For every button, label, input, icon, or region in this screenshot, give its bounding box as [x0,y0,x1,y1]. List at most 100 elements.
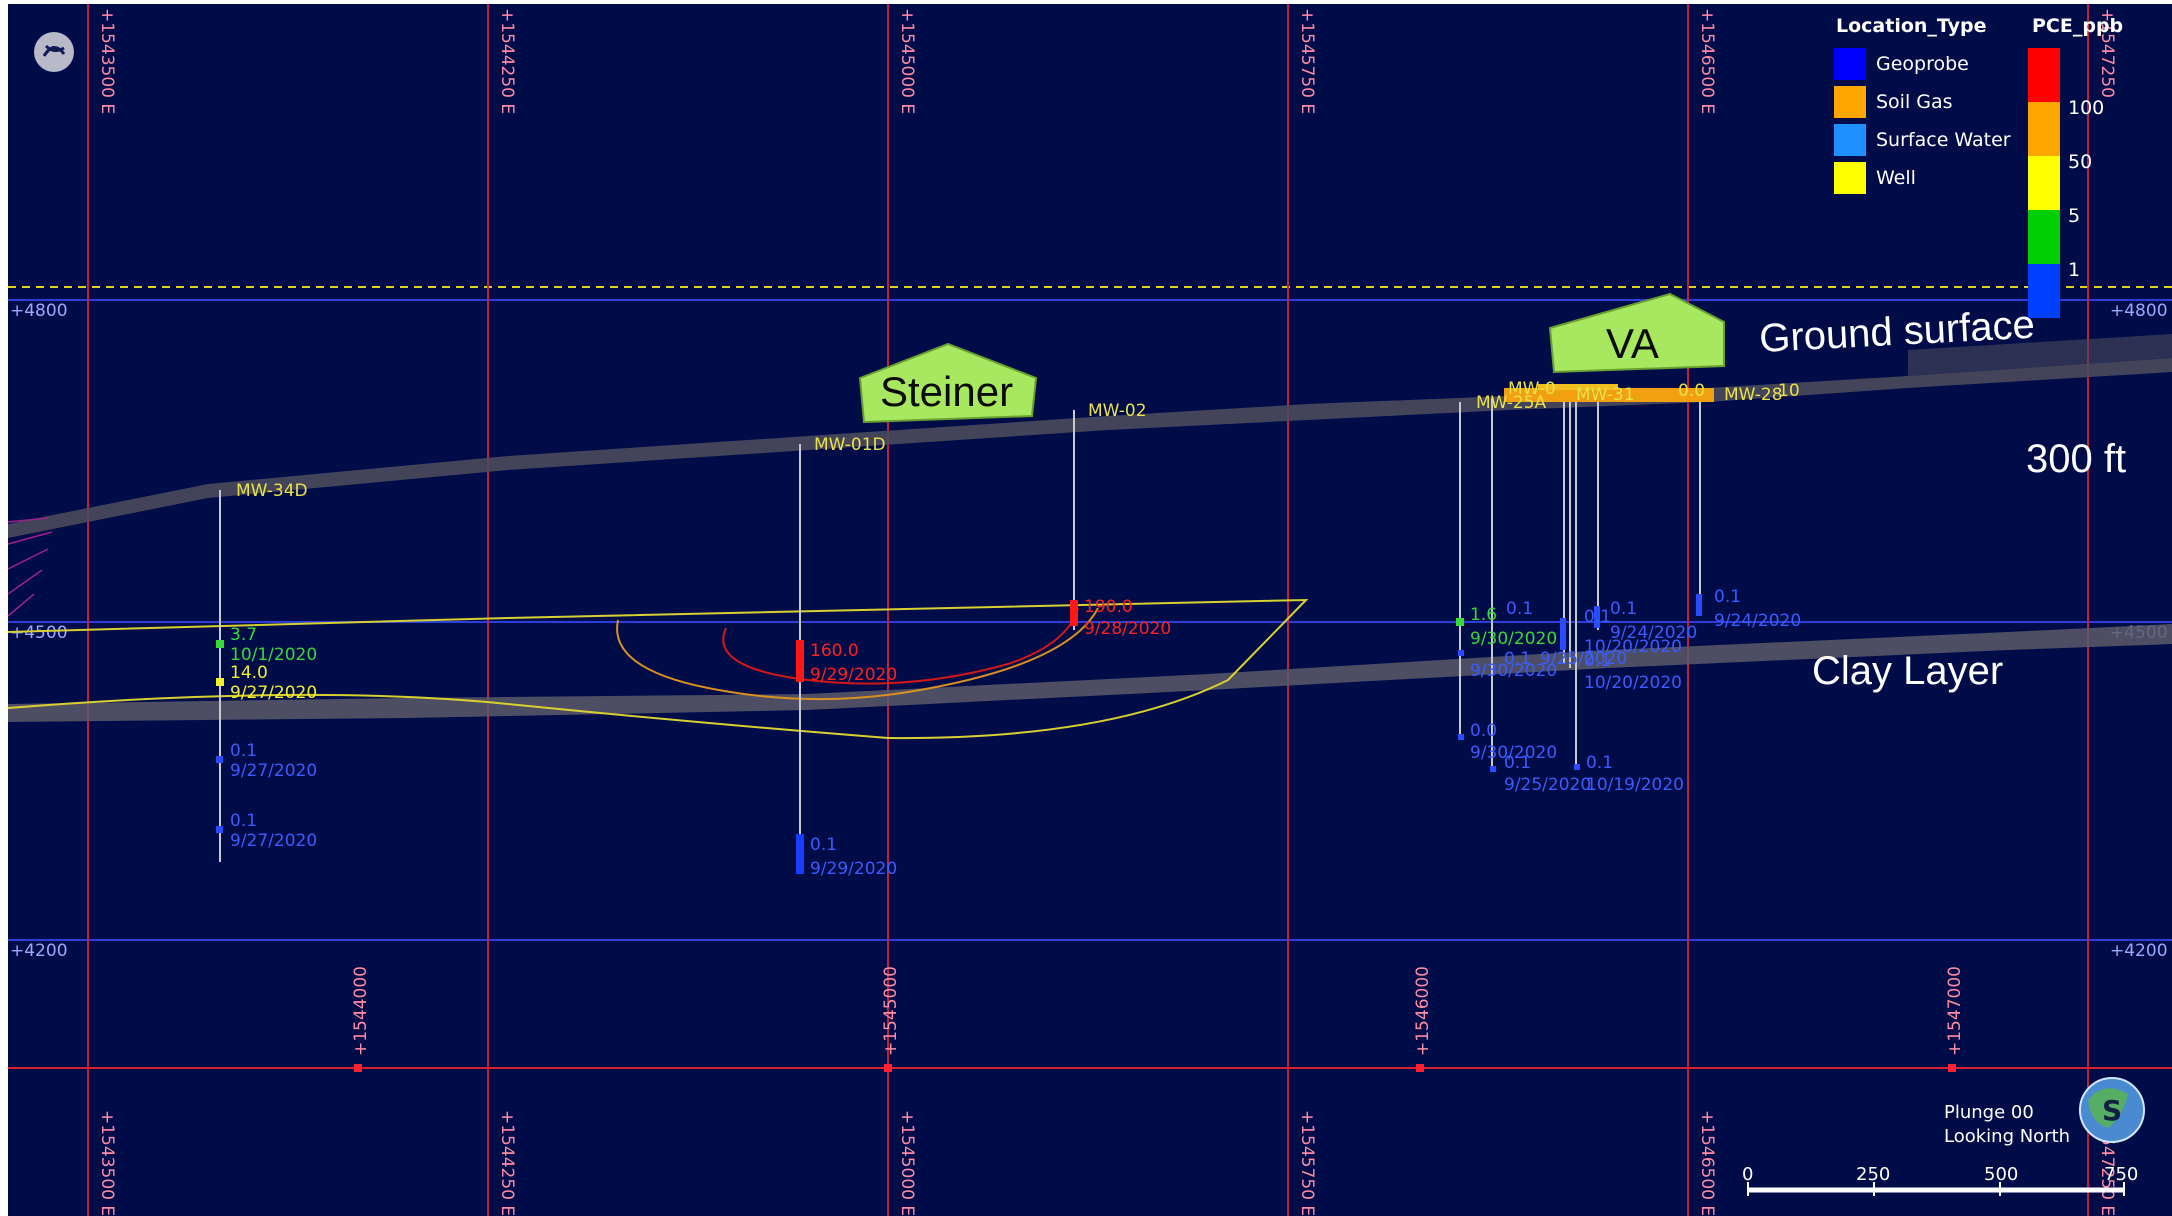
scale-bar: 0 250 500 750 [1742,1164,2138,1196]
grid-label-bottom-3: +1545000 E [897,1110,917,1216]
elev-label-left-2: +4500 [10,623,68,643]
pce-bar-yellow [2028,156,2060,210]
steiner-callout: Steiner [858,342,1038,424]
sample-value: 0.1 [1586,753,1613,773]
scale-tick-0: 0 [1742,1164,1753,1185]
pce-bar-green [2028,210,2060,264]
sample-value: 0.1 [230,741,257,761]
sample-date: 9/29/2020 [810,859,897,879]
sample-date: 9/30/2020 [1470,629,1557,649]
elev-label-left-3: +4200 [10,941,68,961]
soil-gas-cluster [1504,384,1714,402]
sample-value: 3.7 [230,625,257,645]
left-edge-hatch [8,517,53,617]
grid-mid-label-2: +1545000 [881,966,901,1056]
sample-value: 0.1 [1610,599,1637,619]
grid-label-top-4: +1545750 E [1297,8,1317,114]
plunge-label: Plunge 00 [1944,1102,2034,1123]
orientation-globe-icon[interactable]: S [2079,1077,2145,1143]
legend-label-surface-water: Surface Water [1876,129,2011,151]
legend-swatch-surface-water [1834,124,1866,156]
sample-date: 9/30/2020 [1470,743,1557,763]
grid-mid-label-1: +1544000 [351,966,371,1056]
pce-tick-5: 5 [2068,205,2080,227]
grid-label-top-5: +1546500 E [1697,8,1717,114]
sample-date: 9/24/2020 [1610,623,1697,643]
legend-swatch-soil-gas [1834,86,1866,118]
sample-date: 9/30/2020 [1470,661,1557,681]
3d-viewer-viewport[interactable]: +1543500 E +1544250 E +1545000 E +154575… [8,4,2172,1216]
easting-labels-middle: +1544000 +1545000 +1546000 +1547000 [351,966,1965,1072]
sample-value: 190.0 [1084,597,1133,617]
location-type-title: Location_Type [1836,15,1987,37]
sample-date: 9/28/2020 [1084,619,1171,639]
svg-text:S: S [2102,1094,2122,1127]
sample-value: 0.1 [230,811,257,831]
well-label-mw34d: MW-34D [236,481,308,501]
well-label-mw28: MW-28 [1724,385,1783,405]
sample-date: 9/27/2020 [230,761,317,781]
elev-label-right-3: +4200 [2110,941,2168,961]
grid-label-top-6: +1547250 [2097,8,2117,98]
sample-value: 1.6 [1470,605,1497,625]
easting-labels-top: +1543500 E +1544250 E +1545000 E +154575… [97,8,2117,114]
well-label-mw01d: MW-01D [814,435,886,455]
looking-direction-label: Looking North [1944,1126,2070,1147]
legend-label-geoprobe: Geoprobe [1876,53,1969,75]
grid-mid-label-3: +1546000 [1413,966,1433,1056]
ground-surface-edge [1908,334,2172,376]
well-label-cluster-val: 0.0 [1678,381,1705,401]
scale-tick-750: 750 [2104,1164,2138,1185]
ground-surface-band [8,358,2172,538]
legend-swatch-geoprobe [1834,48,1866,80]
sample-date: 10/20/2020 [1584,673,1682,693]
sample-date: 9/27/2020 [230,831,317,851]
elev-label-right-1: +4800 [2110,301,2168,321]
well-label-right-val: 10 [1778,381,1800,401]
pce-tick-100: 100 [2068,97,2104,119]
sample-value: 0.1 [1714,587,1741,607]
sample-value: 14.0 [230,663,268,683]
grid-mid-label-4: +1547000 [1945,966,1965,1056]
sample-value: 160.0 [810,641,859,661]
pce-bar-blue [2028,264,2060,318]
pce-bar-red [2028,48,2060,102]
sample-value: 0.1 [1584,651,1611,671]
sample-date: 9/29/2020 [810,665,897,685]
scale-tick-250: 250 [1856,1164,1890,1185]
va-callout: VA [1548,292,1725,374]
sample-date: 9/24/2020 [1714,611,1801,631]
clay-layer-label: Clay Layer [1812,649,2003,693]
well-label-mw31: MW-31 [1576,385,1635,405]
sample-value: 0.0 [1470,721,1497,741]
sample-value: 0.1 [1504,649,1531,669]
sample-date: 9/25/2020 [1504,775,1591,795]
sample-value: 0.1 [1504,753,1531,773]
pce-tick-50: 50 [2068,151,2092,173]
va-label: VA [1606,320,1659,367]
grid-label-top-1: +1543500 E [97,8,117,114]
sample-labels: 3.7 10/1/2020 14.0 9/27/2020 0.1 9/27/20… [230,587,1801,879]
grid-label-bottom-1: +1543500 E [97,1110,117,1216]
sample-date: 10/1/2020 [230,645,317,665]
grid-label-bottom-5: +1546500 E [1697,1110,1717,1216]
legend: Location_Type Geoprobe Soil Gas Surface … [1834,15,2123,318]
navigation-mode-icon[interactable] [34,32,74,72]
easting-grid [87,4,2089,1216]
legend-label-well: Well [1876,167,1916,189]
pce-title: PCE_ppb [2032,15,2123,37]
grid-label-bottom-4: +1545750 E [1297,1110,1317,1216]
elev-label-left-1: +4800 [10,301,68,321]
scale-note-label: 300 ft [2026,437,2126,481]
well-label-mw-cluster: MW-0 [1508,379,1556,399]
easting-labels-bottom: +1543500 E +1544250 E +1545000 E +154575… [97,1110,2117,1216]
well-name-labels: MW-34D MW-01D MW-02 MW-25A MW-0 MW-31 MW… [236,379,1800,501]
well-label-mw02: MW-02 [1088,401,1147,421]
legend-swatch-well [1834,162,1866,194]
grid-label-top-3: +1545000 E [897,8,917,114]
clay-layer-band [8,624,2172,722]
sample-value: 0.1 [1506,599,1533,619]
sample-date: 9/27/2020 [230,683,317,703]
grid-label-bottom-2: +1544250 E [497,1110,517,1216]
sample-markers [216,594,1702,874]
